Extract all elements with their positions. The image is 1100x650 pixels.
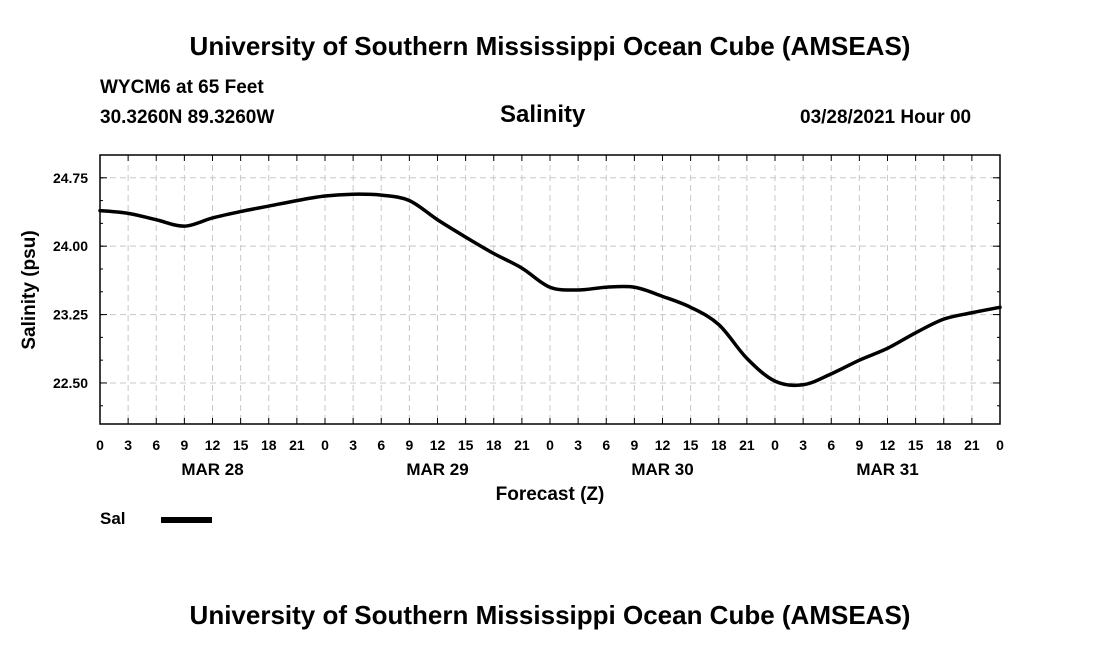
x-axis-label: Forecast (Z) bbox=[496, 484, 605, 505]
x-tick-label: 6 bbox=[827, 437, 835, 453]
x-tick-label: 18 bbox=[261, 437, 277, 453]
x-tick-label: 0 bbox=[771, 437, 779, 453]
day-label: MAR 30 bbox=[631, 460, 693, 479]
x-tick-label: 12 bbox=[655, 437, 671, 453]
x-tick-label: 12 bbox=[430, 437, 446, 453]
variable-title: Salinity bbox=[500, 101, 586, 128]
x-tick-label: 3 bbox=[349, 437, 357, 453]
x-tick-label: 9 bbox=[180, 437, 188, 453]
x-tick-label: 21 bbox=[514, 437, 530, 453]
legend-line-swatch bbox=[161, 517, 212, 523]
x-tick-label: 12 bbox=[880, 437, 896, 453]
x-tick-label: 15 bbox=[458, 437, 474, 453]
chart-title-bottom: University of Southern Mississippi Ocean… bbox=[189, 600, 911, 630]
series-line-sal bbox=[98, 192, 1002, 388]
day-label: MAR 28 bbox=[181, 460, 243, 479]
x-tick-label: 9 bbox=[630, 437, 638, 453]
y-tick-label: 22.50 bbox=[53, 375, 88, 391]
forecast-datetime: 03/28/2021 Hour 00 bbox=[800, 107, 972, 128]
y-tick-label: 23.25 bbox=[53, 307, 88, 323]
x-tick-label: 0 bbox=[96, 437, 104, 453]
x-tick-label: 3 bbox=[799, 437, 807, 453]
day-label: MAR 29 bbox=[406, 460, 468, 479]
y-tick-label: 24.00 bbox=[53, 238, 88, 254]
x-tick-label: 6 bbox=[152, 437, 160, 453]
x-tick-label: 6 bbox=[602, 437, 610, 453]
station-label: WYCM6 at 65 Feet bbox=[100, 77, 264, 98]
x-tick-label: 18 bbox=[486, 437, 502, 453]
x-tick-label: 9 bbox=[855, 437, 863, 453]
x-tick-label: 12 bbox=[205, 437, 221, 453]
coordinates-label: 30.3260N 89.3260W bbox=[100, 107, 275, 128]
axis-tick-labels: 0 3 6 9 12 15 18 21 0 3 6 9 12 15 18 21 0 3 6 9 12 15 18 21 0 3 6 9… bbox=[53, 170, 1004, 479]
axis-ticks bbox=[99, 154, 1001, 424]
day-label: MAR 31 bbox=[856, 460, 918, 479]
x-tick-label: 3 bbox=[574, 437, 582, 453]
y-axis-label: Salinity (psu) bbox=[19, 230, 40, 349]
x-tick-label: 15 bbox=[683, 437, 699, 453]
x-tick-label: 15 bbox=[233, 437, 249, 453]
x-tick-label: 9 bbox=[405, 437, 413, 453]
chart-title-top: University of Southern Mississippi Ocean… bbox=[189, 31, 911, 61]
y-tick-label: 24.75 bbox=[53, 170, 88, 186]
x-tick-label: 21 bbox=[739, 437, 755, 453]
x-tick-label: 0 bbox=[996, 437, 1004, 453]
grid bbox=[100, 155, 1000, 424]
x-tick-label: 21 bbox=[964, 437, 980, 453]
x-tick-label: 18 bbox=[711, 437, 727, 453]
x-tick-label: 0 bbox=[546, 437, 554, 453]
x-tick-label: 0 bbox=[321, 437, 329, 453]
x-tick-label: 3 bbox=[124, 437, 132, 453]
x-tick-label: 18 bbox=[936, 437, 952, 453]
legend-label: Sal bbox=[100, 509, 126, 528]
x-tick-label: 15 bbox=[908, 437, 924, 453]
x-tick-label: 21 bbox=[289, 437, 305, 453]
x-tick-label: 6 bbox=[377, 437, 385, 453]
